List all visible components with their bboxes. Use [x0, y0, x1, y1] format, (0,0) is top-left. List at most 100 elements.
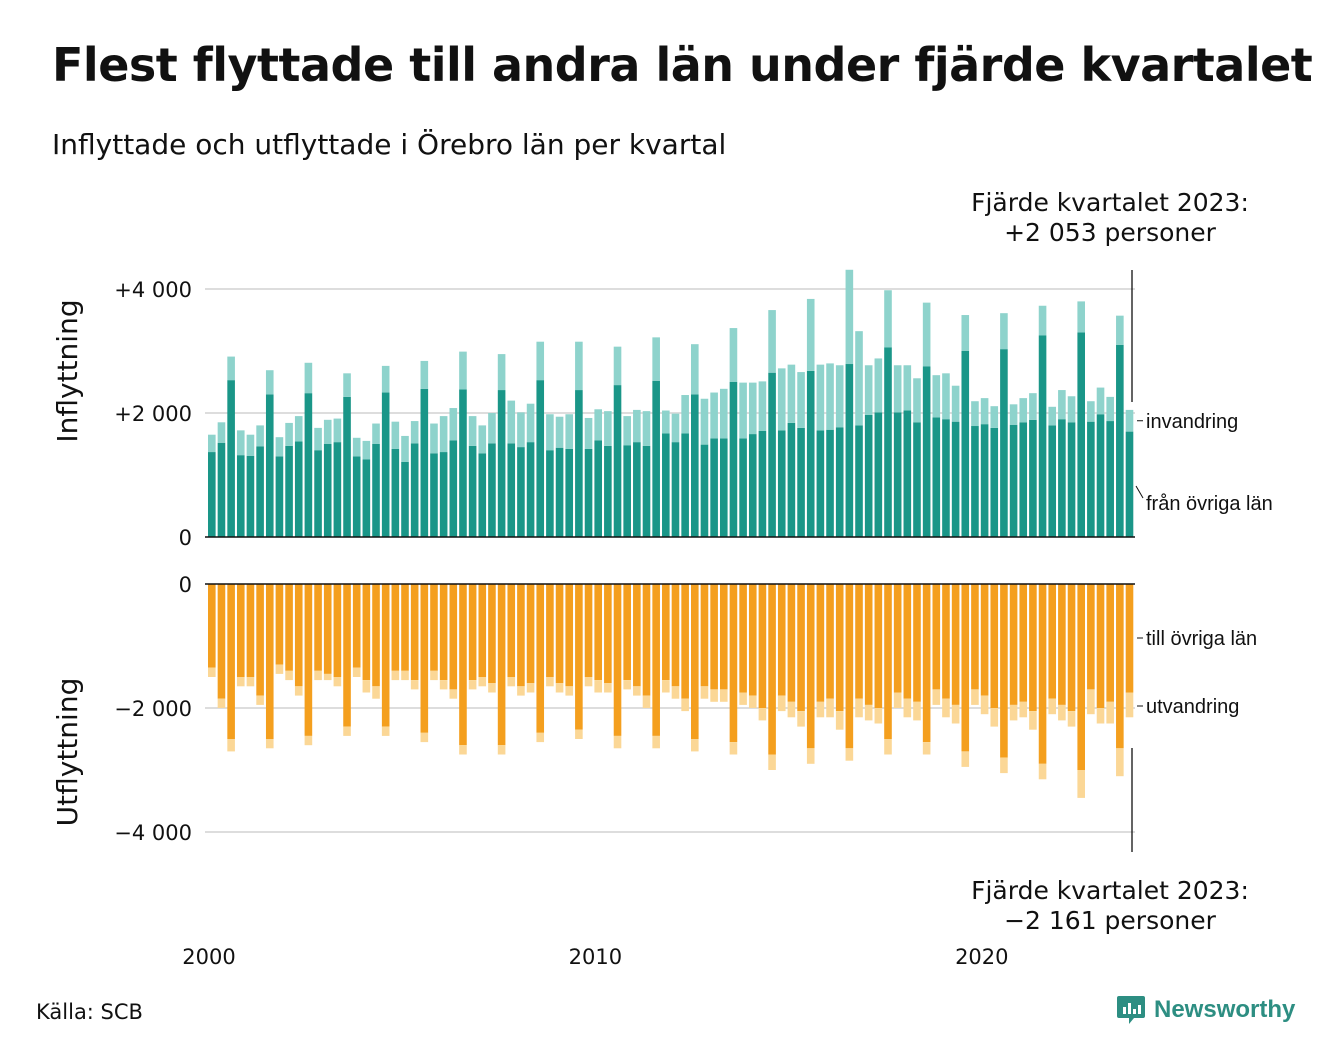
y-tick-label-bottom: −2 000 — [114, 697, 192, 721]
bar-fran-ovriga-lan — [1009, 424, 1018, 537]
bar-invandring — [623, 416, 631, 446]
newsworthy-logo[interactable]: Newsworthy — [1116, 994, 1295, 1026]
bar-invandring — [546, 414, 554, 451]
bar-invandring — [555, 416, 564, 448]
bar-fran-ovriga-lan — [797, 427, 805, 537]
bar-till-ovriga-lan — [932, 584, 941, 690]
bar-fran-ovriga-lan — [430, 453, 438, 537]
bar-till-ovriga-lan — [285, 584, 293, 671]
bar-utvandring — [517, 686, 525, 696]
bar-fran-ovriga-lan — [507, 443, 516, 537]
bar-till-ovriga-lan — [951, 584, 960, 705]
bar-invandring — [275, 437, 284, 457]
leader-fran-ovriga-lan — [1135, 485, 1144, 499]
bar-fran-ovriga-lan — [671, 442, 680, 537]
bar-fran-ovriga-lan — [719, 438, 728, 537]
legend-utvandring: utvandring — [1146, 696, 1239, 718]
bar-invandring — [874, 358, 883, 413]
bar-fran-ovriga-lan — [584, 448, 593, 537]
bar-utvandring — [314, 670, 322, 681]
bar-utvandring — [449, 689, 458, 699]
bar-till-ovriga-lan — [478, 584, 487, 677]
bar-utvandring — [613, 735, 622, 749]
bar-utvandring — [478, 677, 487, 687]
bar-till-ovriga-lan — [227, 584, 235, 739]
bar-till-ovriga-lan — [835, 584, 844, 712]
bar-fran-ovriga-lan — [362, 459, 371, 537]
bar-utvandring — [990, 708, 999, 727]
bar-invandring — [478, 425, 487, 454]
bar-fran-ovriga-lan — [208, 452, 216, 537]
bar-fran-ovriga-lan — [1038, 335, 1047, 537]
bar-invandring — [1087, 401, 1095, 422]
bar-fran-ovriga-lan — [681, 433, 689, 537]
bar-till-ovriga-lan — [700, 584, 709, 687]
bar-fran-ovriga-lan — [256, 446, 264, 537]
bar-fran-ovriga-lan — [352, 456, 361, 537]
bar-fran-ovriga-lan — [333, 442, 342, 537]
bar-invandring — [913, 378, 921, 423]
bar-utvandring — [391, 670, 400, 681]
bar-utvandring — [381, 726, 390, 736]
bar-invandring — [584, 417, 593, 449]
bar-fran-ovriga-lan — [536, 380, 545, 537]
bar-till-ovriga-lan — [748, 584, 757, 696]
bar-utvandring — [797, 711, 805, 727]
bar-invandring — [942, 373, 950, 420]
bar-fran-ovriga-lan — [420, 388, 429, 537]
bar-utvandring — [420, 732, 429, 743]
bar-invandring — [758, 381, 767, 431]
bar-fran-ovriga-lan — [265, 394, 274, 537]
bar-till-ovriga-lan — [797, 584, 805, 712]
bar-fran-ovriga-lan — [874, 412, 883, 537]
bar-invandring — [314, 427, 322, 451]
bar-utvandring — [642, 695, 651, 708]
bar-utvandring — [507, 677, 516, 687]
bar-fran-ovriga-lan — [372, 444, 380, 537]
bar-fran-ovriga-lan — [294, 441, 303, 537]
bar-fran-ovriga-lan — [575, 390, 583, 537]
bar-invandring — [304, 362, 313, 394]
bar-utvandring — [294, 686, 303, 696]
bar-invandring — [613, 346, 622, 386]
bar-fran-ovriga-lan — [768, 372, 776, 537]
bar-till-ovriga-lan — [314, 584, 322, 671]
chart-logo-icon — [1117, 996, 1145, 1024]
bar-fran-ovriga-lan — [478, 453, 487, 537]
bar-utvandring — [874, 708, 883, 724]
bar-utvandring — [352, 667, 361, 677]
bar-invandring — [826, 363, 834, 430]
bar-invandring — [372, 423, 380, 444]
bar-fran-ovriga-lan — [951, 421, 960, 537]
bar-invandring — [1038, 305, 1047, 336]
bar-invandring — [691, 344, 699, 395]
bar-fran-ovriga-lan — [884, 347, 892, 537]
bar-utvandring — [903, 698, 912, 718]
bar-till-ovriga-lan — [922, 584, 931, 743]
bar-till-ovriga-lan — [323, 584, 332, 674]
bar-invandring — [729, 328, 738, 382]
bar-till-ovriga-lan — [546, 584, 554, 677]
bar-till-ovriga-lan — [430, 584, 438, 671]
bar-fran-ovriga-lan — [1116, 344, 1124, 537]
bar-fran-ovriga-lan — [1125, 431, 1134, 537]
bar-utvandring — [961, 751, 970, 767]
bar-invandring — [990, 406, 999, 428]
bar-fran-ovriga-lan — [488, 443, 496, 537]
bar-till-ovriga-lan — [691, 584, 699, 739]
bar-till-ovriga-lan — [1048, 584, 1057, 699]
bar-utvandring — [855, 698, 863, 718]
bar-invandring — [1125, 409, 1134, 432]
bar-fran-ovriga-lan — [497, 390, 506, 537]
bar-utvandring — [671, 686, 680, 699]
bar-utvandring — [864, 704, 873, 721]
bar-invandring — [739, 382, 747, 439]
bar-utvandring — [256, 695, 264, 705]
bar-till-ovriga-lan — [449, 584, 458, 690]
bar-fran-ovriga-lan — [826, 429, 834, 537]
bar-utvandring — [980, 695, 989, 715]
bar-fran-ovriga-lan — [623, 445, 631, 537]
bar-till-ovriga-lan — [739, 584, 747, 693]
bar-utvandring — [584, 677, 593, 687]
bar-fran-ovriga-lan — [275, 456, 284, 537]
